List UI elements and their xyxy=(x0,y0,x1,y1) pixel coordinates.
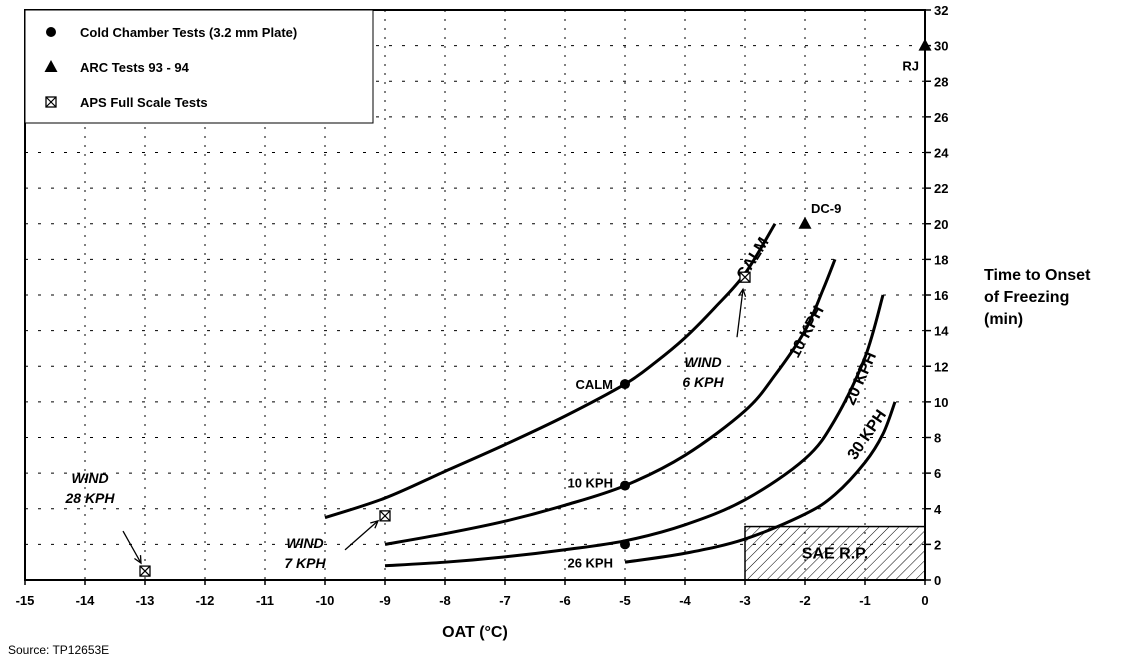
y-tick-label: 24 xyxy=(934,146,949,161)
source-note: Source: TP12653E xyxy=(8,643,109,657)
boxed-x-line xyxy=(379,510,391,522)
x-tick-label: -10 xyxy=(316,593,335,608)
x-axis-title: OAT (°C) xyxy=(442,624,508,641)
point-label: 6 KPH xyxy=(682,374,724,390)
annotations: CALM 10 KPH 26 KPH DC-9 RJ WIND 6 KPH WIND 7 KPH… xyxy=(64,59,919,571)
x-tick-label: -15 xyxy=(16,593,35,608)
y-tick-label: 8 xyxy=(934,431,941,446)
arrow-head xyxy=(134,555,142,565)
arrow-head xyxy=(738,287,747,297)
x-tick-label: -11 xyxy=(256,593,274,608)
boxed-x-line xyxy=(139,565,151,577)
legend-label: Cold Chamber Tests (3.2 mm Plate) xyxy=(80,25,297,40)
y-tick-label: 12 xyxy=(934,359,948,374)
arrow-head xyxy=(370,519,380,529)
boxed-x-line xyxy=(739,271,751,283)
sae-rp-label: SAE R.P. xyxy=(802,546,868,563)
y-tick-label: 22 xyxy=(934,181,948,196)
boxed-x-line xyxy=(45,96,57,108)
y-tick-label: 14 xyxy=(934,324,949,339)
x-tick-label: -2 xyxy=(799,593,811,608)
point-label: 7 KPH xyxy=(284,555,326,571)
arrow-shaft xyxy=(344,520,379,551)
y-tick-label: 6 xyxy=(934,466,941,481)
x-tick-label: -3 xyxy=(739,593,751,608)
y-tick-label: 0 xyxy=(934,573,941,588)
curve-calm xyxy=(324,222,777,520)
curve-30-kph xyxy=(624,401,897,564)
legend-label: APS Full Scale Tests xyxy=(80,95,208,110)
y-tick-label: 20 xyxy=(934,217,948,232)
y-tick-label: 16 xyxy=(934,288,948,303)
point-label: 10 KPH xyxy=(567,476,613,491)
x-tick-label: -4 xyxy=(679,593,691,608)
curve-10-kph xyxy=(384,258,837,546)
legend-box xyxy=(24,9,374,124)
x-tick-label: -6 xyxy=(559,593,571,608)
marker-circle xyxy=(620,539,630,550)
point-label: WIND xyxy=(71,470,108,486)
x-tick-label: -12 xyxy=(196,593,215,608)
y-tick-label: 32 xyxy=(934,3,948,18)
x-tick-label: -9 xyxy=(379,593,391,608)
point-label: 28 KPH xyxy=(64,490,115,506)
markers xyxy=(139,38,932,577)
x-tick-label: -13 xyxy=(136,593,155,608)
marker-boxed-x xyxy=(379,510,391,522)
marker-triangle xyxy=(918,38,932,51)
legend-marker-circle xyxy=(46,27,56,37)
y-axis-title: (min) xyxy=(984,311,1023,328)
axis-ticks: -15 -14 -13 -12 -11 -10 -9 -8 -7 -6 -5 -4 -3 -2 -1 0024… xyxy=(16,3,950,608)
point-label: RJ xyxy=(902,59,919,74)
legend-marker-triangle xyxy=(44,60,58,72)
point-label: WIND xyxy=(286,535,323,551)
y-tick-label: 30 xyxy=(934,39,948,54)
point-label: 26 KPH xyxy=(567,555,613,570)
y-tick-label: 28 xyxy=(934,74,948,89)
y-tick-label: 18 xyxy=(934,252,948,267)
x-tick-label: -1 xyxy=(859,593,871,608)
y-tick-label: 4 xyxy=(934,502,942,517)
y-tick-label: 26 xyxy=(934,110,948,125)
marker-boxed-x xyxy=(139,565,151,577)
y-axis-title: of Freezing xyxy=(984,289,1069,306)
legend-label: ARC Tests 93 - 94 xyxy=(80,60,190,75)
x-tick-label: -7 xyxy=(499,593,511,608)
x-tick-label: -8 xyxy=(439,593,451,608)
point-label: CALM xyxy=(575,377,613,392)
arrow-shaft xyxy=(736,289,744,338)
curve-label-10-kph: 10 KPH xyxy=(786,303,827,360)
y-tick-label: 10 xyxy=(934,395,948,410)
y-tick-label: 2 xyxy=(934,537,941,552)
arrow-shaft xyxy=(122,530,142,564)
x-tick-label: -14 xyxy=(76,593,96,608)
point-label: DC-9 xyxy=(811,201,841,216)
point-label: WIND xyxy=(684,354,721,370)
axis-titles: OAT (°C) Time to Onset of Freezing (min) Sou… xyxy=(8,267,1091,657)
legend-marker-boxed-x xyxy=(45,96,57,108)
legend: Cold Chamber Tests (3.2 mm Plate) ARC Tes… xyxy=(24,9,374,124)
sae-rp-box xyxy=(744,525,926,581)
marker-circle xyxy=(620,480,630,491)
marker-boxed-x xyxy=(739,271,751,283)
sae-rp-region: SAE R.P. xyxy=(744,525,926,581)
x-tick-label: -5 xyxy=(619,593,631,608)
x-tick-label: 0 xyxy=(921,593,928,608)
curve-label-20-kph: 20 KPH xyxy=(842,350,880,408)
y-axis-title: Time to Onset xyxy=(984,267,1091,284)
marker-triangle xyxy=(798,216,812,229)
curve-20-kph xyxy=(384,294,885,568)
marker-circle xyxy=(620,379,630,390)
